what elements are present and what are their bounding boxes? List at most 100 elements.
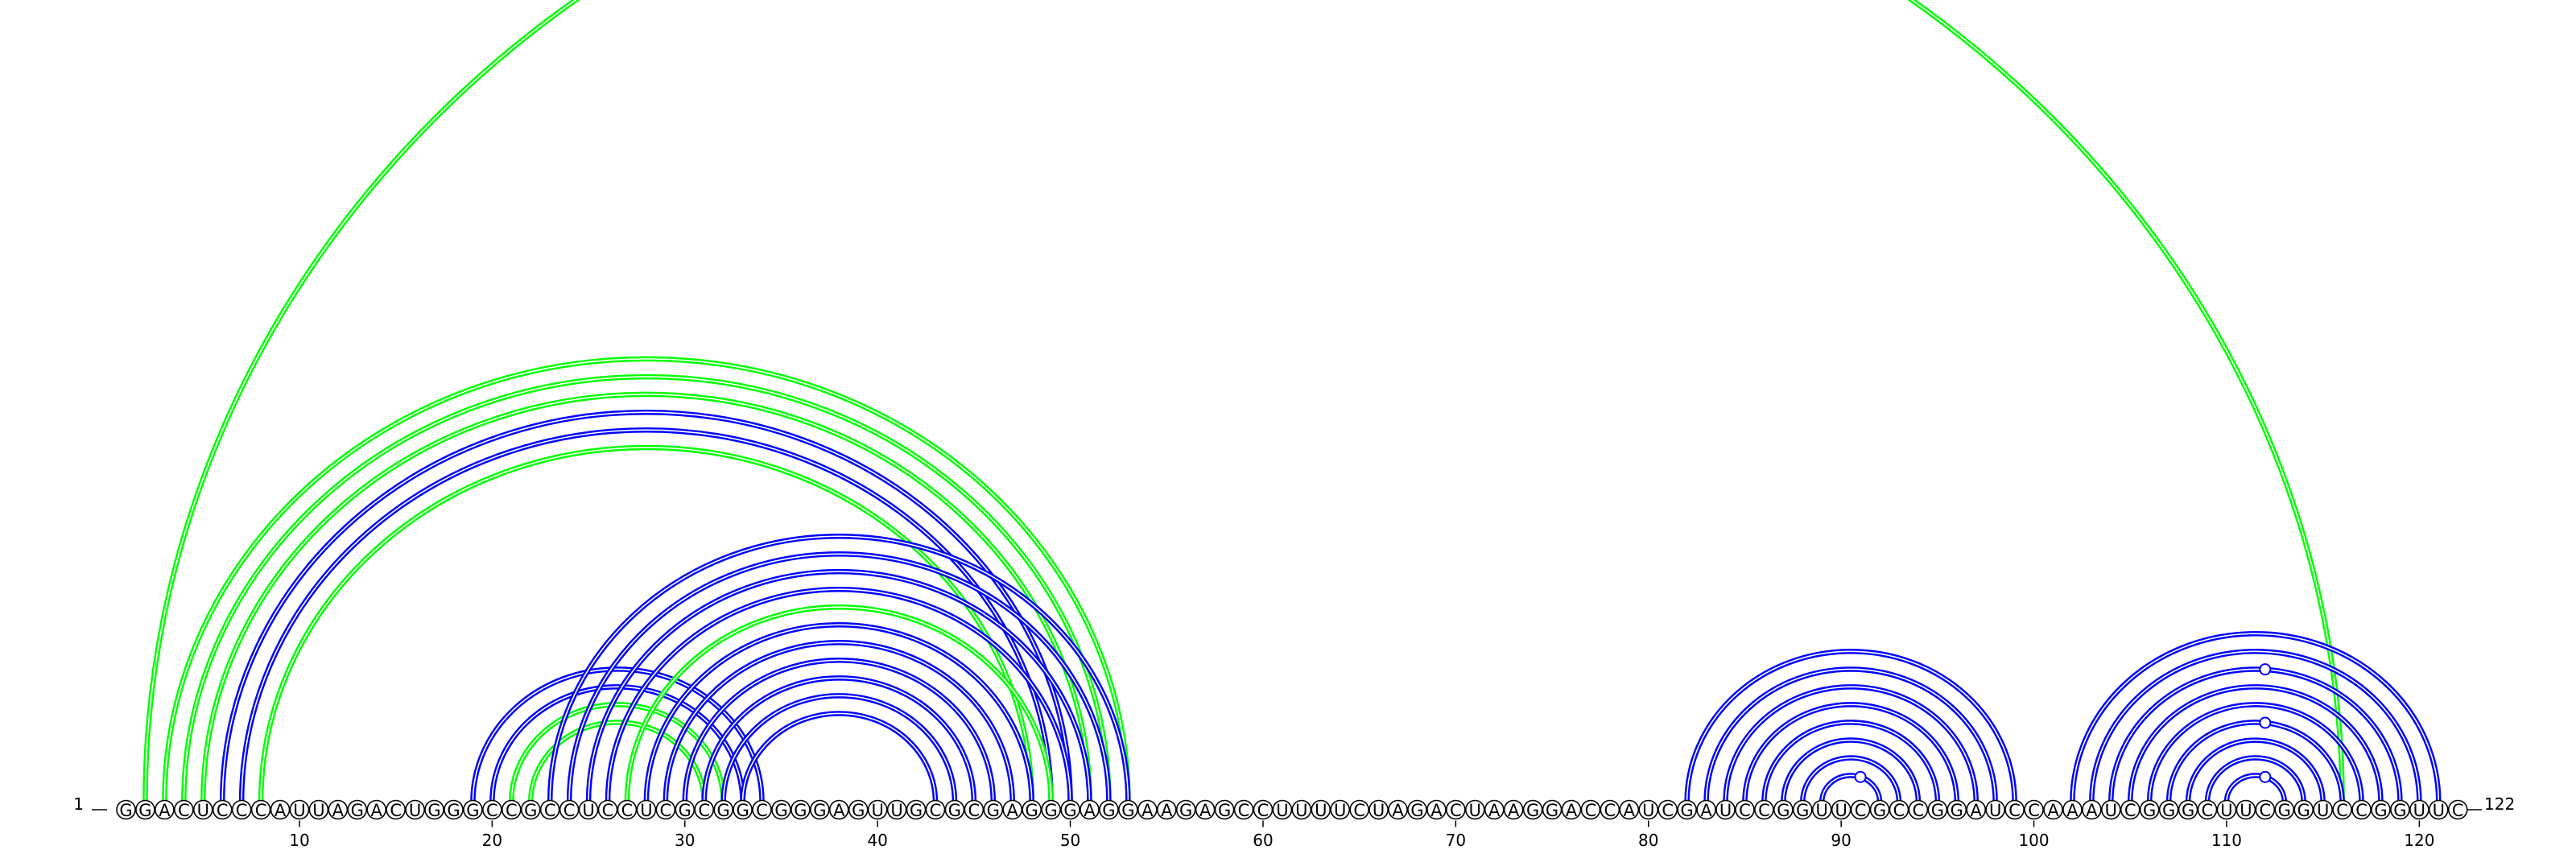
nucleotide-letter: U	[2220, 801, 2232, 820]
nucleotide-circle	[2101, 799, 2121, 820]
nucleotide-circle	[231, 799, 252, 820]
nucleotide-circle	[192, 799, 213, 820]
nucleotide-circle	[2062, 799, 2083, 820]
nucleotide-letter: U	[890, 801, 902, 820]
base-pair-arc-core	[665, 641, 1013, 802]
base-pair-arc-core	[2149, 703, 2363, 802]
nucleotide-letter: C	[602, 801, 614, 820]
nucleotide-circle	[1272, 799, 1293, 820]
base-pair-arc	[1742, 702, 1960, 802]
nucleotide-circle	[752, 799, 772, 820]
nucleotide-letter: U	[1315, 801, 1327, 820]
nucleotide-circle	[1696, 799, 1716, 820]
nucleotide-letter: A	[1971, 801, 1983, 820]
nucleotide-circle	[1465, 799, 1485, 820]
nucleotide-circle	[1735, 799, 1755, 820]
nucleotide-letter: G	[1680, 801, 1693, 820]
base-pair-arc-core	[144, 0, 2343, 802]
nucleotide-letter: U	[2105, 801, 2117, 820]
nucleotide-letter: G	[119, 801, 132, 820]
nucleotide-letter: G	[1179, 801, 1192, 820]
base-pair-arc	[142, 0, 2345, 802]
tick-label: 110	[2211, 831, 2242, 850]
nucleotide-letter: U	[1719, 801, 1732, 820]
base-pair-arc	[181, 373, 1112, 802]
start-label: 1	[73, 794, 84, 814]
nucleotide-letter: G	[1931, 801, 1944, 820]
tick-label: 120	[2404, 831, 2434, 850]
nucleotide-circle	[694, 799, 715, 820]
nucleotide-letter: C	[1585, 801, 1597, 820]
base-pair-arc	[2165, 720, 2345, 802]
nucleotide-letter: U	[312, 801, 324, 820]
nucleotide-letter: G	[466, 801, 479, 820]
nucleotide-circle	[1773, 799, 1794, 820]
nucleotide-circle	[1561, 799, 1582, 820]
nucleotide-letter: G	[138, 801, 151, 820]
tick-label: 100	[2018, 831, 2049, 850]
base-pair-arc-core	[183, 376, 1110, 802]
base-pair-arc-core	[1705, 668, 1996, 802]
nucleotide-letter: C	[659, 801, 671, 820]
nucleotide-circle	[1850, 799, 1871, 820]
nucleotide-circle	[2197, 799, 2218, 820]
nucleotide-letter: G	[910, 801, 923, 820]
nucleotide-letter: C	[178, 801, 190, 820]
tick-label: 50	[1060, 831, 1080, 850]
nucleotide-letter: A	[1141, 801, 1154, 820]
nucleotide-circle	[964, 799, 985, 820]
nucleotide-circle	[1677, 799, 1697, 820]
arc-marker	[2259, 716, 2272, 729]
nucleotide-letter: C	[2008, 801, 2021, 820]
base-pair-arc-core	[2071, 633, 2440, 802]
nucleotide-letter: G	[813, 801, 826, 820]
nucleotide-letter: C	[2260, 801, 2272, 820]
nucleotide-letter: C	[1604, 801, 1616, 820]
nucleotide-circle	[578, 799, 599, 820]
nucleotide-letter: C	[2028, 801, 2040, 820]
nucleotide-circle	[2024, 799, 2044, 820]
nucleotide-letter: C	[2202, 801, 2214, 820]
nucleotide-letter: G	[1044, 801, 1057, 820]
nucleotide-circle	[2235, 799, 2256, 820]
nucleotide-letter: U	[197, 801, 209, 820]
arc-marker	[2259, 770, 2272, 783]
base-pair-arc-core	[1782, 739, 1919, 802]
base-pair-arc	[2223, 773, 2288, 802]
nucleotide-circle	[2255, 799, 2276, 820]
nucleotide-circle	[386, 799, 406, 820]
nucleotide-letter: G	[524, 801, 537, 820]
nucleotide-letter: U	[1295, 801, 1307, 820]
nucleotide-circle	[116, 799, 136, 820]
nucleotide-letter: G	[679, 801, 691, 820]
nucleotide-letter: C	[1758, 801, 1770, 820]
base-pair-arc	[740, 711, 939, 802]
base-pair-arc-core	[1686, 650, 2016, 802]
nucleotide-letter: C	[968, 801, 980, 820]
nucleotide-letter: C	[2452, 801, 2464, 820]
base-pair-arc	[1761, 720, 1941, 802]
nucleotide-circle	[925, 799, 946, 820]
nucleotide-letter: G	[948, 801, 961, 820]
nucleotide-circle	[1022, 799, 1042, 820]
nucleotide-circle	[2371, 799, 2391, 820]
arc-marker	[1854, 770, 1867, 783]
nucleotide-circle	[2004, 799, 2025, 820]
base-pair-arc	[162, 356, 1131, 802]
nucleotide-letter: A	[1566, 801, 1578, 820]
nucleotide-circle	[1137, 799, 1158, 820]
nucleotide-letter: G	[1796, 801, 1809, 820]
nucleotide-circle	[2429, 799, 2449, 820]
nucleotide-letter: C	[1450, 801, 1462, 820]
nucleotide-circle	[1908, 799, 1929, 820]
base-pair-arc	[2146, 702, 2364, 802]
nucleotide-letter: C	[1257, 801, 1269, 820]
nucleotide-letter: U	[2433, 801, 2445, 820]
nucleotide-letter: U	[2317, 801, 2329, 820]
nucleotide-circle	[1600, 799, 1620, 820]
nucleotide-letter: A	[1392, 801, 1404, 820]
nucleotide-circle	[174, 799, 194, 820]
nucleotide-circle	[983, 799, 1004, 820]
nucleotide-letter: U	[582, 801, 594, 820]
nucleotide-letter: G	[736, 801, 749, 820]
